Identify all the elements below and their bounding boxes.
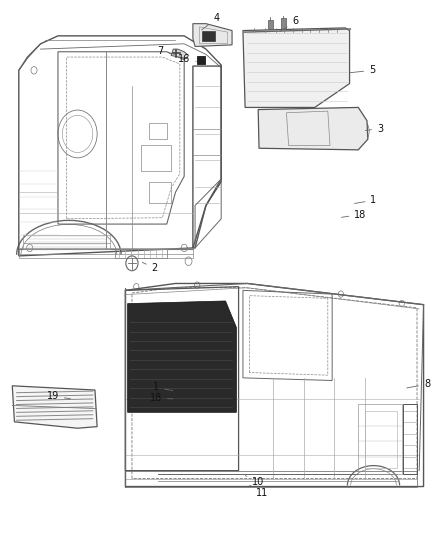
Text: 8: 8 — [407, 379, 430, 389]
Text: 10: 10 — [245, 475, 264, 487]
Polygon shape — [171, 49, 188, 59]
Text: 19: 19 — [46, 391, 71, 401]
Text: 2: 2 — [142, 262, 158, 273]
Bar — [281, 18, 286, 29]
Polygon shape — [201, 30, 215, 41]
Text: 16: 16 — [178, 54, 196, 63]
Text: 6: 6 — [280, 16, 298, 31]
Bar — [197, 56, 205, 64]
Circle shape — [52, 404, 57, 410]
Text: 18: 18 — [342, 209, 367, 220]
Text: 1: 1 — [354, 195, 377, 205]
Text: 11: 11 — [250, 486, 268, 498]
Text: 4: 4 — [201, 13, 220, 30]
Text: 5: 5 — [350, 66, 375, 75]
Text: 1: 1 — [153, 382, 173, 392]
Bar — [268, 20, 273, 30]
Polygon shape — [127, 301, 237, 413]
Text: 3: 3 — [365, 124, 383, 134]
Polygon shape — [243, 28, 350, 108]
Text: 18: 18 — [150, 393, 173, 403]
Polygon shape — [12, 386, 97, 428]
Polygon shape — [193, 23, 232, 46]
Polygon shape — [258, 108, 368, 150]
Text: 7: 7 — [157, 46, 176, 56]
